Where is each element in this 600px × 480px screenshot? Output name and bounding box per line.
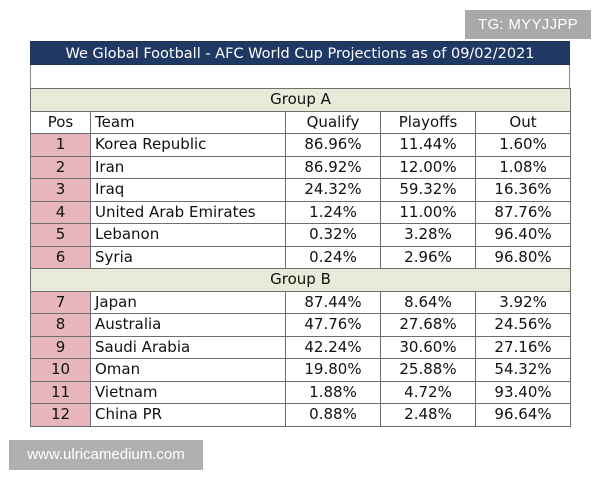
cell-qualify: 86.96% [285, 133, 381, 157]
cell-pos: 7 [30, 290, 91, 314]
cell-playoffs: 27.68% [380, 313, 476, 337]
table-row: 3 Iraq 24.32% 59.32% 16.36% [30, 178, 572, 202]
cell-qualify: 1.24% [285, 200, 381, 224]
header-qualify: Qualify [285, 110, 381, 134]
cell-team: Syria [90, 245, 286, 269]
table-row: 8 Australia 47.76% 27.68% 24.56% [30, 313, 572, 337]
table-row: 2 Iran 86.92% 12.00% 1.08% [30, 155, 572, 179]
cell-out: 3.92% [474, 290, 572, 314]
cell-out: 16.36% [474, 178, 572, 202]
projections-table-body: Group A Pos Team Qualify Playoffs Out 1 Korea R… [29, 88, 572, 427]
cell-team: United Arab Emirates [90, 200, 286, 224]
cell-playoffs: 2.48% [380, 403, 476, 427]
watermark-url-badge: www.ulricamedium.com [9, 440, 203, 470]
cell-playoffs: 12.00% [380, 155, 476, 179]
cell-pos: 2 [30, 155, 91, 179]
watermark-tg-badge: TG: MYYJJPP [465, 10, 591, 39]
table-row: 9 Saudi Arabia 42.24% 30.60% 27.16% [30, 335, 572, 359]
cell-out: 93.40% [474, 380, 572, 404]
cell-out: 24.56% [474, 313, 572, 337]
table-title: We Global Football - AFC World Cup Proje… [30, 41, 570, 65]
cell-pos: 9 [30, 335, 91, 359]
cell-playoffs: 30.60% [380, 335, 476, 359]
table-row: 1 Korea Republic 86.96% 11.44% 1.60% [30, 133, 572, 157]
cell-qualify: 0.32% [285, 223, 381, 247]
cell-out: 54.32% [474, 358, 572, 382]
cell-qualify: 0.24% [285, 245, 381, 269]
cell-qualify: 0.88% [285, 403, 381, 427]
cell-pos: 4 [30, 200, 91, 224]
header-team: Team [90, 110, 286, 134]
cell-team: Australia [90, 313, 286, 337]
cell-pos: 1 [30, 133, 91, 157]
cell-pos: 5 [30, 223, 91, 247]
cell-pos: 8 [30, 313, 91, 337]
group-name: Group B [29, 268, 572, 292]
table-row: 12 China PR 0.88% 2.48% 96.64% [30, 403, 572, 427]
table-row: 10 Oman 19.80% 25.88% 54.32% [30, 358, 572, 382]
cell-playoffs: 11.44% [380, 133, 476, 157]
cell-qualify: 87.44% [285, 290, 381, 314]
cell-team: Iraq [90, 178, 286, 202]
cell-playoffs: 8.64% [380, 290, 476, 314]
cell-team: Lebanon [90, 223, 286, 247]
cell-playoffs: 25.88% [380, 358, 476, 382]
cell-pos: 3 [30, 178, 91, 202]
header-out: Out [474, 110, 572, 134]
cell-playoffs: 11.00% [380, 200, 476, 224]
table-row: 4 United Arab Emirates 1.24% 11.00% 87.76% [30, 200, 572, 224]
cell-team: Korea Republic [90, 133, 286, 157]
table-row: 11 Vietnam 1.88% 4.72% 93.40% [30, 380, 572, 404]
cell-out: 1.08% [474, 155, 572, 179]
cell-qualify: 24.32% [285, 178, 381, 202]
cell-team: Saudi Arabia [90, 335, 286, 359]
cell-playoffs: 2.96% [380, 245, 476, 269]
cell-out: 87.76% [474, 200, 572, 224]
column-header-row: Pos Team Qualify Playoffs Out [30, 110, 572, 134]
cell-qualify: 47.76% [285, 313, 381, 337]
cell-qualify: 86.92% [285, 155, 381, 179]
cell-playoffs: 3.28% [380, 223, 476, 247]
title-spacer [30, 65, 570, 89]
cell-out: 96.64% [474, 403, 572, 427]
cell-team: China PR [90, 403, 286, 427]
projections-table: Group A Pos Team Qualify Playoffs Out 1 Korea R… [29, 88, 572, 427]
cell-team: Japan [90, 290, 286, 314]
cell-out: 27.16% [474, 335, 572, 359]
cell-team: Oman [90, 358, 286, 382]
group-header-row: Group B [29, 268, 572, 292]
cell-pos: 12 [30, 403, 91, 427]
cell-playoffs: 59.32% [380, 178, 476, 202]
header-pos: Pos [30, 110, 91, 134]
cell-qualify: 1.88% [285, 380, 381, 404]
cell-team: Iran [90, 155, 286, 179]
group-name: Group A [29, 88, 572, 112]
cell-out: 96.40% [474, 223, 572, 247]
table-row: 7 Japan 87.44% 8.64% 3.92% [30, 290, 572, 314]
cell-team: Vietnam [90, 380, 286, 404]
cell-playoffs: 4.72% [380, 380, 476, 404]
table-row: 6 Syria 0.24% 2.96% 96.80% [30, 245, 572, 269]
cell-pos: 10 [30, 358, 91, 382]
table-row: 5 Lebanon 0.32% 3.28% 96.40% [30, 223, 572, 247]
group-header-row: Group A [29, 88, 572, 112]
cell-qualify: 42.24% [285, 335, 381, 359]
cell-qualify: 19.80% [285, 358, 381, 382]
cell-out: 96.80% [474, 245, 572, 269]
cell-pos: 6 [30, 245, 91, 269]
cell-out: 1.60% [474, 133, 572, 157]
header-playoffs: Playoffs [380, 110, 476, 134]
cell-pos: 11 [30, 380, 91, 404]
